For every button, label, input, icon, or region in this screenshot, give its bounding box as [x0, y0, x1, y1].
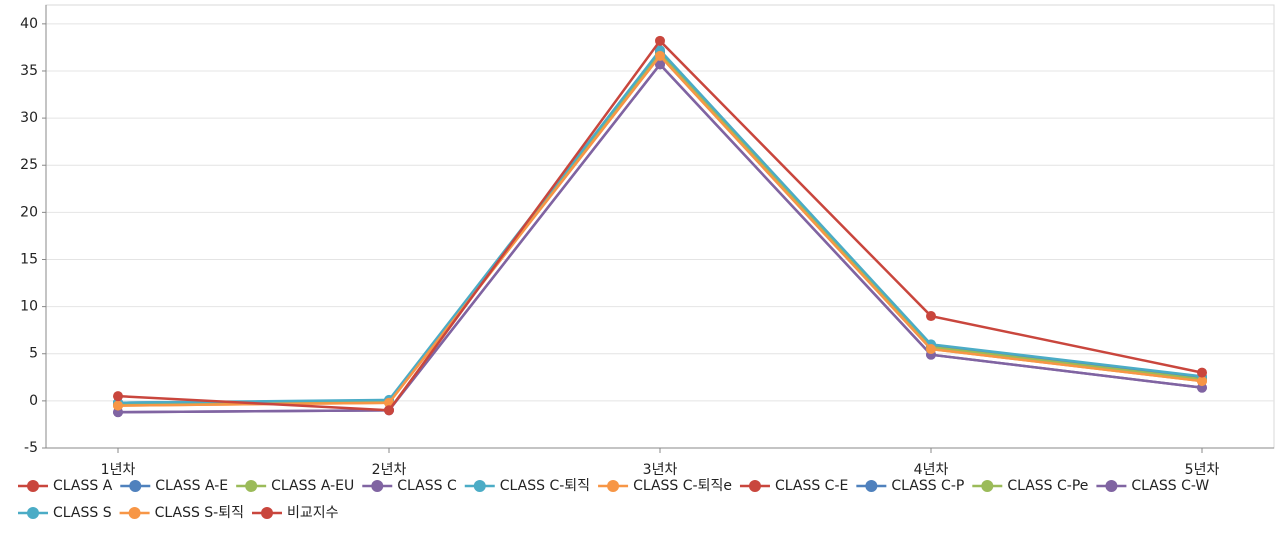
y-tick-label: 0 [29, 393, 38, 409]
legend-marker [1105, 480, 1118, 492]
legend-label: CLASS A-EU [271, 478, 354, 494]
legend-label: CLASS C-E [775, 478, 848, 494]
legend-marker [128, 507, 141, 519]
legend-label: CLASS S [53, 505, 112, 521]
x-tick-label: 5년차 [1185, 462, 1220, 478]
legend-marker [607, 480, 620, 492]
legend-item[interactable]: CLASS C-Pe [972, 478, 1088, 494]
y-tick-label: 5 [29, 346, 38, 362]
legend-marker [473, 480, 486, 492]
legend-item[interactable]: CLASS C-퇴직e [598, 478, 732, 494]
legend-item[interactable]: CLASS A-E [120, 478, 228, 494]
legend-marker [27, 507, 39, 519]
legend-item[interactable]: CLASS A-EU [236, 478, 354, 494]
legend-item[interactable]: CLASS C [362, 478, 457, 494]
legend-item[interactable]: 비교지수 [252, 505, 339, 521]
y-tick-label: 30 [20, 110, 38, 126]
y-tick-label: 25 [20, 157, 38, 173]
y-tick-label: 20 [20, 204, 38, 220]
series-line [117, 50, 1203, 405]
point [655, 59, 665, 70]
point [655, 35, 665, 46]
legend-label: CLASS A [53, 478, 113, 494]
legend-item[interactable]: CLASS S-퇴직 [119, 505, 244, 521]
series-line [117, 48, 1203, 405]
legend-item[interactable]: CLASS S [18, 505, 112, 521]
legend-item[interactable]: CLASS C-P [856, 478, 964, 494]
point [1197, 367, 1207, 378]
series-line [117, 38, 1203, 412]
series-line [117, 49, 1203, 405]
series-line [117, 52, 1203, 405]
y-tick-label: -5 [24, 440, 38, 456]
legend-label: CLASS C-퇴직e [633, 478, 732, 494]
legend-label: CLASS C [397, 478, 457, 494]
series-line [117, 52, 1203, 405]
legend-label: CLASS S-퇴직 [155, 505, 244, 521]
legend-marker [261, 507, 273, 519]
series-line [117, 53, 1203, 407]
legend-marker [748, 480, 761, 492]
y-tick-label: 35 [20, 63, 38, 79]
y-tick-label: 40 [20, 16, 38, 32]
x-tick-label: 2년차 [372, 462, 407, 478]
legend-marker [27, 480, 39, 492]
point [384, 405, 394, 416]
legend-label: CLASS A-E [155, 478, 228, 494]
legend-item[interactable]: CLASS C-E [739, 478, 848, 494]
legend-marker [981, 480, 994, 492]
series-line [117, 53, 1203, 407]
legend-marker [865, 480, 878, 492]
y-tick-label: 10 [20, 299, 38, 315]
legend-label: CLASS C-퇴직 [500, 478, 590, 494]
point [926, 344, 936, 355]
series-line [117, 50, 1203, 405]
point [926, 311, 936, 322]
legend-label: CLASS C-W [1131, 478, 1209, 494]
point [1197, 376, 1207, 387]
legend-label: CLASS C-P [891, 478, 964, 494]
legend-label: CLASS C-Pe [1007, 478, 1088, 494]
legend-label: 비교지수 [287, 505, 339, 521]
point [113, 400, 123, 411]
x-tick-label: 3년차 [643, 462, 678, 478]
series-line [117, 50, 1203, 405]
legend-item[interactable]: CLASS C-퇴직 [464, 478, 590, 494]
x-tick-label: 1년차 [101, 462, 136, 478]
legend-marker [129, 480, 142, 492]
legend-marker [371, 480, 384, 492]
x-tick-label: 4년차 [914, 462, 949, 478]
legend-marker [245, 480, 258, 492]
point [113, 391, 123, 402]
series-line [117, 50, 1203, 405]
point [655, 50, 665, 61]
legend-item[interactable]: CLASS C-W [1096, 478, 1209, 494]
legend-item[interactable]: CLASS A [18, 478, 113, 494]
y-tick-label: 15 [20, 251, 38, 267]
